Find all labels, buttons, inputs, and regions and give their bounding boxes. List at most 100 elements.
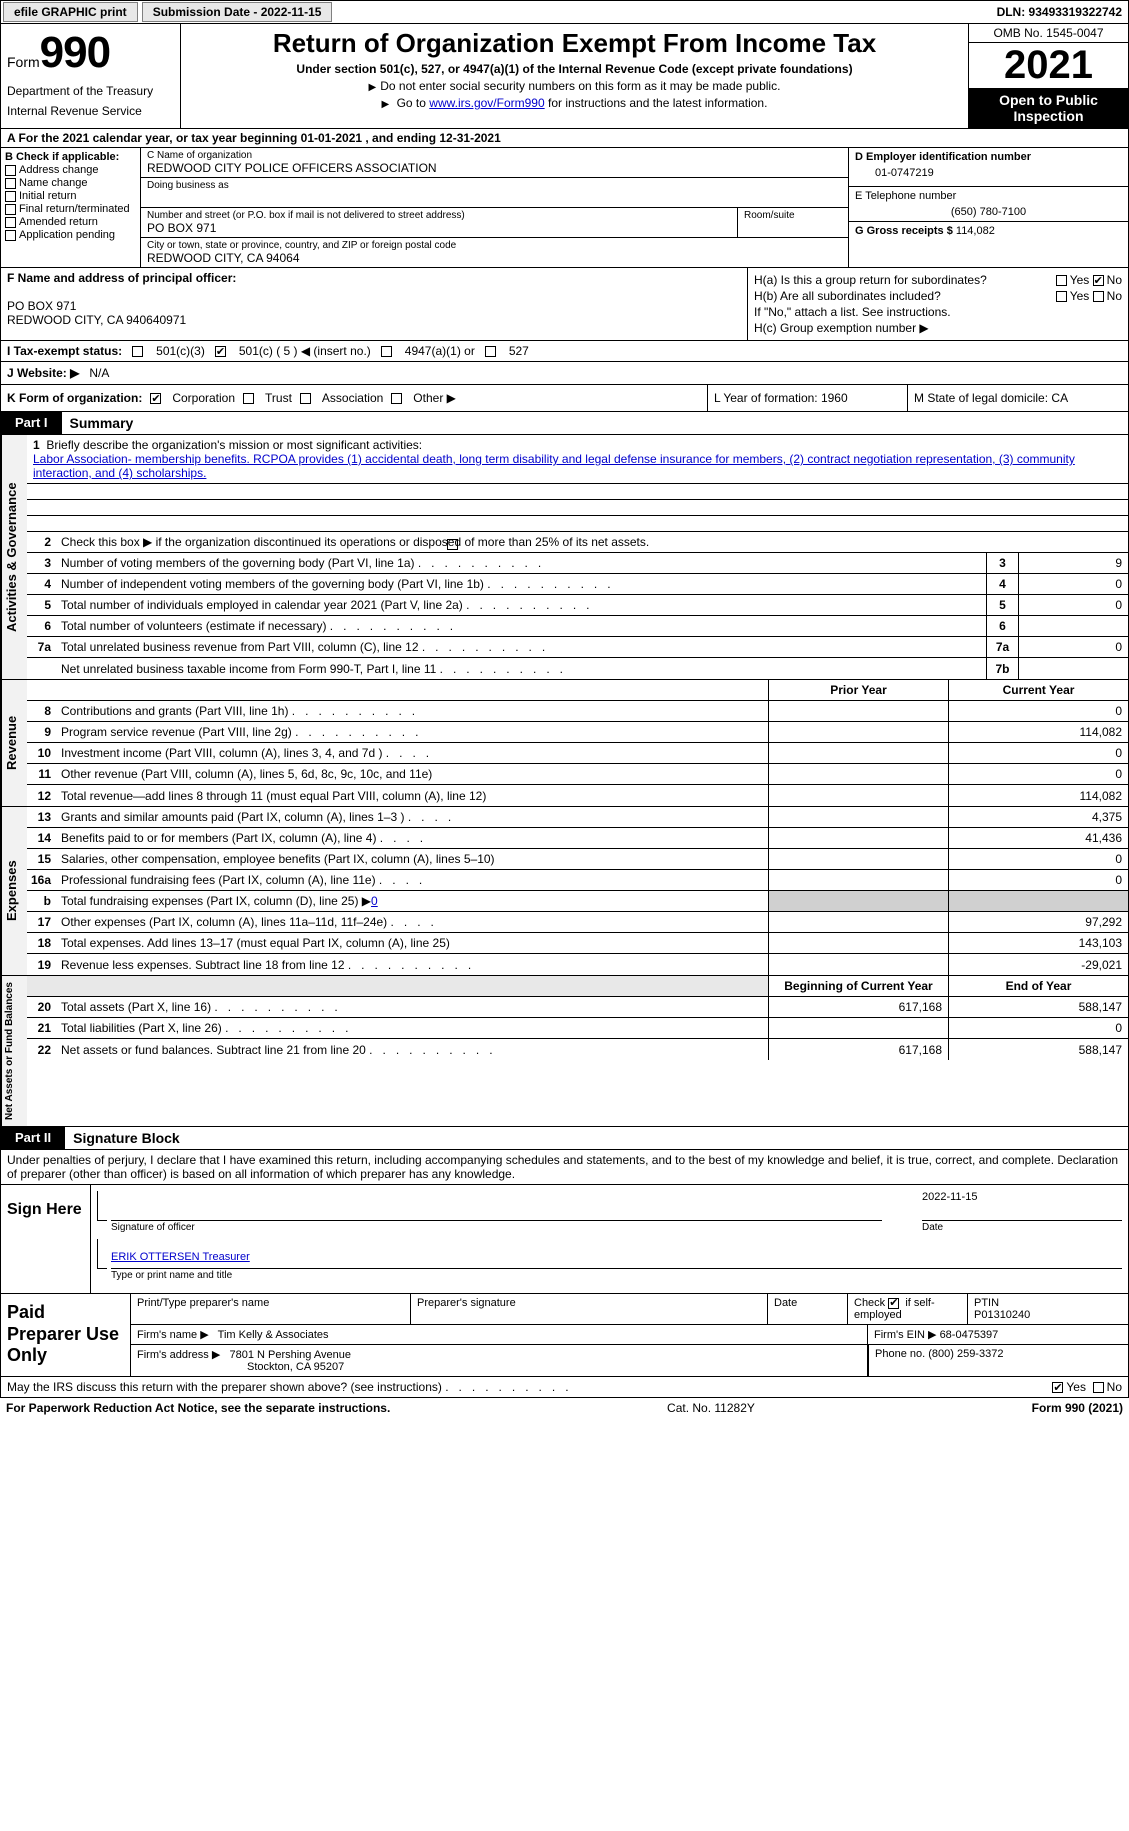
line7b-val xyxy=(1018,658,1128,679)
gross-value: 114,082 xyxy=(956,225,995,237)
side-expenses: Expenses xyxy=(1,807,27,975)
l15-curr: 0 xyxy=(948,849,1128,869)
firm-phone-value: (800) 259-3372 xyxy=(928,1348,1003,1360)
part1-title: Summary xyxy=(62,412,142,434)
chk-application-pending[interactable] xyxy=(5,230,16,241)
col-b: B Check if applicable: Address change Na… xyxy=(1,148,141,267)
part2-title: Signature Block xyxy=(65,1127,188,1149)
website-value: N/A xyxy=(89,366,109,380)
hb-label: H(b) Are all subordinates included? xyxy=(754,289,1056,303)
topbar: efile GRAPHIC print Submission Date - 20… xyxy=(0,0,1129,24)
irs-link[interactable]: www.irs.gov/Form990 xyxy=(429,96,544,110)
sign-date-field[interactable]: 2022-11-15 Date xyxy=(922,1191,1122,1221)
open-inspection-label: Open to Public Inspection xyxy=(969,88,1128,128)
l11-curr: 0 xyxy=(948,764,1128,784)
line6-text: Total number of volunteers (estimate if … xyxy=(57,617,986,635)
col-c: C Name of organization REDWOOD CITY POLI… xyxy=(141,148,848,267)
submission-date-button[interactable]: Submission Date - 2022-11-15 xyxy=(142,2,333,22)
hc-label: H(c) Group exemption number ▶ xyxy=(754,321,1122,335)
side-revenue: Revenue xyxy=(1,680,27,806)
l16b-val: 0 xyxy=(371,894,378,908)
chk-initial-return[interactable] xyxy=(5,191,16,202)
prep-sig-header: Preparer's signature xyxy=(411,1294,768,1324)
chk-final-return[interactable] xyxy=(5,204,16,215)
line5-text: Total number of individuals employed in … xyxy=(57,596,986,614)
line4-text: Number of independent voting members of … xyxy=(57,575,986,593)
chk-association[interactable] xyxy=(300,393,311,404)
chk-other[interactable] xyxy=(391,393,402,404)
chk-address-change[interactable] xyxy=(5,165,16,176)
ha-no[interactable] xyxy=(1093,275,1104,286)
firm-addr1: 7801 N Pershing Avenue xyxy=(229,1349,351,1361)
l13-curr: 4,375 xyxy=(948,807,1128,827)
ein-value: 01-0747219 xyxy=(855,163,1122,183)
tax-year: 2021 xyxy=(969,43,1128,88)
line7b-text: Net unrelated business taxable income fr… xyxy=(57,660,986,678)
chk-501c[interactable] xyxy=(215,346,226,357)
dept-label: Department of the Treasury xyxy=(7,84,174,98)
chk-discontinued[interactable] xyxy=(447,539,458,550)
firm-phone-label: Phone no. xyxy=(875,1348,925,1360)
ha-label: H(a) Is this a group return for subordin… xyxy=(754,273,1056,287)
chk-amended[interactable] xyxy=(5,217,16,228)
section-klm: K Form of organization: Corporation Trus… xyxy=(0,385,1129,412)
ptin-value: P01310240 xyxy=(974,1309,1122,1321)
city-value: REDWOOD CITY, CA 94064 xyxy=(147,251,842,265)
part1-tag: Part I xyxy=(1,412,62,434)
state-domicile: M State of legal domicile: CA xyxy=(908,385,1128,411)
tax-exempt-label: I Tax-exempt status: xyxy=(7,344,122,358)
chk-527[interactable] xyxy=(485,346,496,357)
chk-501c3[interactable] xyxy=(132,346,143,357)
form-header: Form990 Department of the Treasury Inter… xyxy=(0,24,1129,129)
chk-4947[interactable] xyxy=(381,346,392,357)
officer-name-field[interactable]: ERIK OTTERSEN Treasurer Type or print na… xyxy=(111,1239,1122,1269)
footer-right: Form 990 (2021) xyxy=(1032,1401,1123,1415)
firm-addr2: Stockton, CA 95207 xyxy=(247,1361,344,1373)
l14-curr: 41,436 xyxy=(948,828,1128,848)
form-subtitle: Under section 501(c), 527, or 4947(a)(1)… xyxy=(189,62,960,76)
form-number: 990 xyxy=(40,28,110,77)
l20-end: 588,147 xyxy=(948,997,1128,1017)
section-bcd: B Check if applicable: Address change Na… xyxy=(0,148,1129,268)
activities-governance-block: Activities & Governance 1 Briefly descri… xyxy=(0,435,1129,680)
ha-yes[interactable] xyxy=(1056,275,1067,286)
l22-end: 588,147 xyxy=(948,1039,1128,1060)
col-beginning: Beginning of Current Year xyxy=(768,976,948,996)
l9-curr: 114,082 xyxy=(948,722,1128,742)
l10-curr: 0 xyxy=(948,743,1128,763)
firm-name-label: Firm's name ▶ xyxy=(137,1329,209,1341)
form-title: Return of Organization Exempt From Incom… xyxy=(189,28,960,59)
footer: For Paperwork Reduction Act Notice, see … xyxy=(0,1398,1129,1418)
chk-self-employed[interactable] xyxy=(888,1298,899,1309)
chk-corporation[interactable] xyxy=(150,393,161,404)
irs-label: Internal Revenue Service xyxy=(7,104,174,118)
l21-end: 0 xyxy=(948,1018,1128,1038)
part2-tag: Part II xyxy=(1,1127,65,1149)
l20-beg: 617,168 xyxy=(768,997,948,1017)
officer-name-value: ERIK OTTERSEN Treasurer xyxy=(111,1251,250,1263)
goto-note: Go to www.irs.gov/Form990 for instructio… xyxy=(189,96,960,110)
discuss-yes[interactable] xyxy=(1052,1382,1063,1393)
prep-name-header: Print/Type preparer's name xyxy=(131,1294,411,1324)
line3-val: 9 xyxy=(1018,553,1128,573)
l19-curr: -29,021 xyxy=(948,954,1128,975)
line5-val: 0 xyxy=(1018,595,1128,615)
form-label: Form990 xyxy=(7,28,174,78)
chk-trust[interactable] xyxy=(243,393,254,404)
addr-label: Number and street (or P.O. box if mail i… xyxy=(147,210,731,221)
ein-label: D Employer identification number xyxy=(855,151,1122,163)
l17-curr: 97,292 xyxy=(948,912,1128,932)
discuss-text: May the IRS discuss this return with the… xyxy=(7,1380,569,1394)
discuss-no[interactable] xyxy=(1093,1382,1104,1393)
officer-addr1: PO BOX 971 xyxy=(7,299,741,313)
officer-signature-field[interactable]: Signature of officer xyxy=(111,1191,882,1221)
hb-yes[interactable] xyxy=(1056,291,1067,302)
expenses-block: Expenses 13Grants and similar amounts pa… xyxy=(0,807,1129,976)
efile-print-button[interactable]: efile GRAPHIC print xyxy=(3,2,138,22)
hb-no[interactable] xyxy=(1093,291,1104,302)
chk-name-change[interactable] xyxy=(5,178,16,189)
net-assets-block: Net Assets or Fund Balances Beginning of… xyxy=(0,976,1129,1127)
line4-val: 0 xyxy=(1018,574,1128,594)
omb-label: OMB No. 1545-0047 xyxy=(969,24,1128,43)
preparer-block: Paid Preparer Use Only Print/Type prepar… xyxy=(0,1294,1129,1377)
